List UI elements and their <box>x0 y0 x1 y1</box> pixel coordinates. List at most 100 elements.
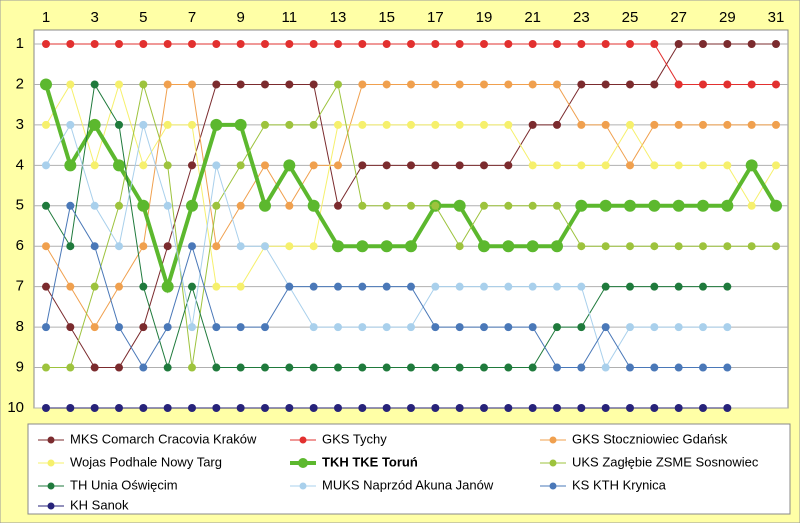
data-point <box>745 159 758 172</box>
data-point <box>455 363 464 372</box>
data-point <box>504 282 513 291</box>
data-point <box>42 120 50 129</box>
data-point <box>358 323 367 332</box>
data-point <box>747 80 756 89</box>
data-point <box>42 363 50 372</box>
data-point <box>334 282 342 291</box>
data-point <box>577 404 586 412</box>
data-point <box>309 242 318 251</box>
data-point <box>382 161 391 170</box>
data-point <box>115 80 123 89</box>
data-point <box>42 201 50 210</box>
data-point <box>626 40 634 48</box>
data-point <box>382 40 391 48</box>
data-point <box>407 404 415 412</box>
data-point <box>407 363 415 372</box>
data-point <box>236 404 245 412</box>
data-point <box>504 80 513 89</box>
data-point <box>90 363 99 372</box>
legend-marker <box>549 436 557 444</box>
data-point <box>528 282 537 291</box>
data-point <box>66 363 75 372</box>
y-tick-label: 4 <box>16 156 24 173</box>
data-point <box>161 280 174 293</box>
y-tick-label: 5 <box>16 197 24 214</box>
data-point <box>42 404 50 412</box>
data-point <box>674 120 683 129</box>
data-point <box>188 242 196 251</box>
data-point <box>601 40 610 48</box>
data-point <box>455 404 464 412</box>
data-point <box>139 161 148 170</box>
legend-label: MUKS Naprzód Akuna Janów <box>322 477 494 492</box>
data-point <box>212 363 221 372</box>
data-point <box>90 242 99 251</box>
data-point <box>382 80 391 89</box>
data-point <box>42 323 50 332</box>
x-tick-label: 15 <box>378 9 395 26</box>
data-point <box>650 242 659 251</box>
x-tick-label: 19 <box>476 9 493 26</box>
data-point <box>723 282 732 291</box>
data-point <box>504 323 513 332</box>
data-point <box>674 40 683 48</box>
data-point <box>650 323 659 332</box>
data-point <box>747 40 756 48</box>
data-point <box>212 40 221 48</box>
data-point <box>672 199 685 212</box>
data-point <box>163 404 172 412</box>
data-point <box>528 363 537 372</box>
x-tick-label: 31 <box>768 9 785 26</box>
data-point <box>478 240 490 253</box>
data-point <box>261 40 269 48</box>
data-point <box>650 282 659 291</box>
data-point <box>382 282 391 291</box>
data-point <box>650 404 659 412</box>
data-point <box>358 363 367 372</box>
data-point <box>236 323 245 332</box>
data-point <box>163 363 172 372</box>
data-point <box>455 40 464 48</box>
data-point <box>455 282 464 291</box>
data-point <box>358 161 367 170</box>
x-tick-label: 7 <box>188 9 196 26</box>
data-point <box>405 240 417 253</box>
data-point <box>380 240 393 253</box>
x-tick-label: 27 <box>670 9 687 26</box>
data-point <box>236 80 245 89</box>
y-tick-label: 10 <box>7 399 24 416</box>
data-point <box>66 40 75 48</box>
data-point <box>115 201 123 210</box>
data-point <box>650 80 659 89</box>
data-point <box>285 120 294 129</box>
data-point <box>674 404 683 412</box>
data-point <box>480 201 488 210</box>
data-point <box>261 363 269 372</box>
data-point <box>261 161 269 170</box>
legend-marker <box>47 482 55 490</box>
data-point <box>648 199 661 212</box>
data-point <box>358 282 367 291</box>
legend-label: GKS Stoczniowiec Gdańsk <box>572 431 728 446</box>
data-point <box>66 242 75 251</box>
data-point <box>553 201 561 210</box>
data-point <box>504 363 513 372</box>
data-point <box>90 161 99 170</box>
data-point <box>212 323 221 332</box>
data-point <box>772 80 780 89</box>
data-point <box>699 323 707 332</box>
data-point <box>382 201 391 210</box>
y-tick-label: 9 <box>16 359 24 376</box>
data-point <box>723 40 732 48</box>
data-point <box>480 363 488 372</box>
data-point <box>163 80 172 89</box>
legend-label: KS KTH Krynica <box>572 477 667 492</box>
data-point <box>115 282 123 291</box>
data-point <box>577 323 586 332</box>
data-point <box>723 80 732 89</box>
data-point <box>455 242 464 251</box>
y-tick-label: 8 <box>16 318 24 335</box>
data-point <box>699 80 707 89</box>
data-point <box>626 404 634 412</box>
data-point <box>334 40 342 48</box>
